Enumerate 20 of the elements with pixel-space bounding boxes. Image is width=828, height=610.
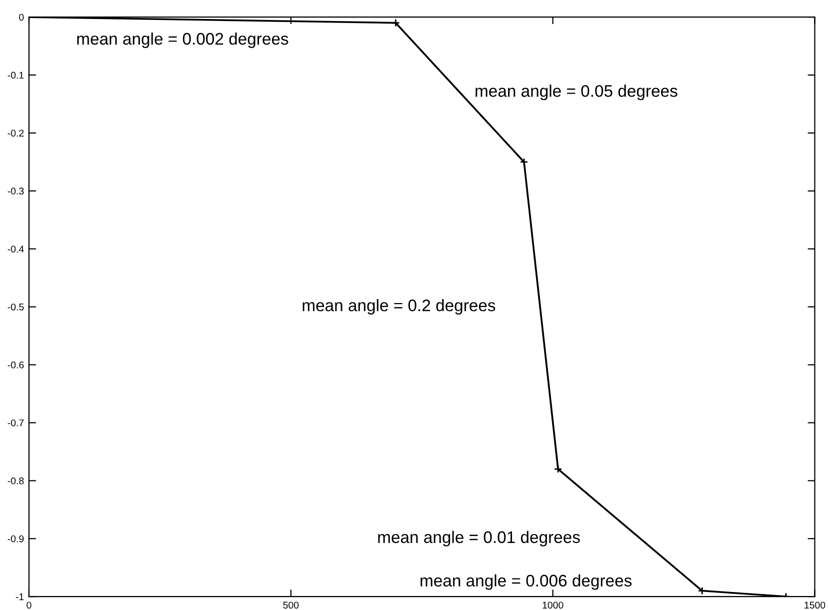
y-tick-label: -0.9 — [8, 535, 24, 542]
x-tick-label: 1000 — [542, 602, 564, 609]
y-tick-label: -0.4 — [8, 246, 24, 252]
x-tick-label: 1500 — [804, 602, 826, 609]
y-tick-label: -0.1 — [8, 72, 24, 79]
y-tick-label: -1 — [16, 593, 24, 600]
annotation: mean angle = 0.05 degrees — [476, 84, 678, 100]
annotation: mean angle = 0.006 degrees — [420, 574, 632, 590]
x-tick-label: 500 — [283, 602, 299, 609]
annotation: mean angle = 0.2 degrees — [302, 299, 496, 315]
y-tick-label: -0.3 — [8, 188, 24, 195]
y-tick-label: -0.5 — [8, 304, 24, 310]
y-tick-label: -0.7 — [8, 419, 24, 426]
annotation: mean angle = 0.002 degrees — [77, 32, 288, 48]
y-tick-label: -0.8 — [8, 477, 24, 484]
y-tick-label: -0.6 — [8, 362, 24, 368]
y-tick-label: 0 — [19, 14, 24, 21]
y-tick-label: -0.2 — [8, 130, 24, 137]
annotation: mean angle = 0.01 degrees — [378, 530, 580, 546]
x-tick-label: 0 — [26, 602, 32, 609]
